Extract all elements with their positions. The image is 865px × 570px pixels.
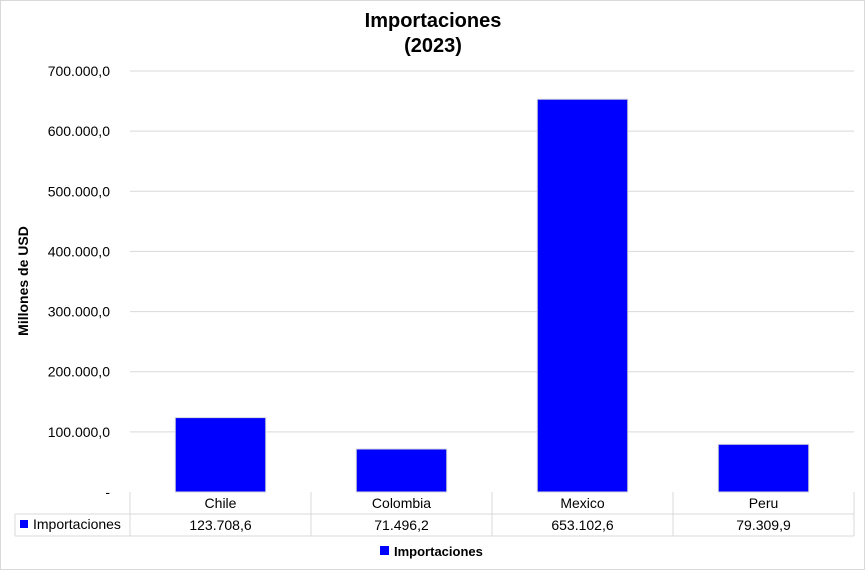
- category-label: Mexico: [560, 495, 605, 511]
- table-legend-swatch: [20, 520, 28, 528]
- gridlines: [130, 70, 854, 433]
- bar: [174, 417, 267, 493]
- legend: Importaciones: [380, 544, 483, 559]
- chart-subtitle: (2023): [404, 35, 462, 57]
- y-tick-label: 700.000,0: [48, 63, 110, 79]
- legend-label: Importaciones: [394, 544, 483, 559]
- y-tick-label: -: [105, 484, 110, 500]
- category-label: Chile: [205, 495, 237, 511]
- y-tick-label: 500.000,0: [48, 183, 110, 199]
- y-axis-ticks: - 100.000,0 200.000,0 300.000,0 400.000,0 500…: [48, 63, 111, 500]
- y-tick-label: 600.000,0: [48, 123, 110, 139]
- y-tick-label: 300.000,0: [48, 304, 110, 320]
- data-label: 71.496,2: [374, 517, 429, 533]
- bar: [717, 443, 810, 493]
- y-axis-label: Millones de USD: [15, 226, 31, 336]
- y-tick-label: 100.000,0: [48, 424, 110, 440]
- data-table: Chile 123.708,6 Colombia 71.496,2 Mexico 653.…: [14, 492, 855, 537]
- bar: [355, 448, 448, 493]
- bar: [536, 98, 629, 493]
- legend-swatch: [380, 546, 389, 555]
- bars: [174, 98, 810, 493]
- y-tick-label: 400.000,0: [48, 243, 110, 259]
- category-label: Colombia: [372, 495, 431, 511]
- data-label: 653.102,6: [551, 517, 613, 533]
- table-series-name: Importaciones: [33, 516, 121, 532]
- y-tick-label: 200.000,0: [48, 364, 110, 380]
- category-label: Peru: [749, 495, 779, 511]
- chart-title: Importaciones: [365, 10, 502, 32]
- data-label: 79.309,9: [736, 517, 791, 533]
- data-label: 123.708,6: [189, 517, 251, 533]
